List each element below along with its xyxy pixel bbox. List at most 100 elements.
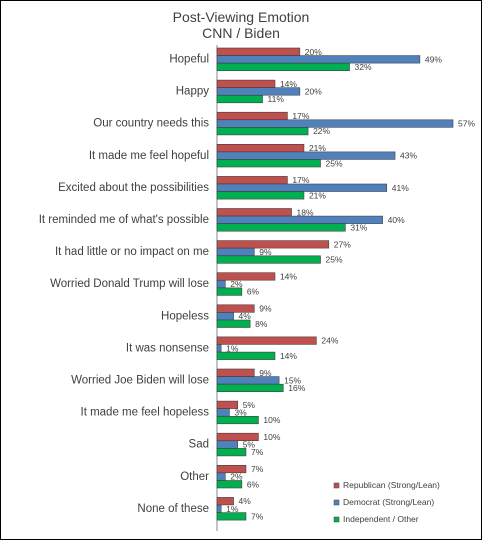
data-label: 2% (230, 472, 243, 482)
chart-title: Post-Viewing Emotion (173, 9, 310, 25)
bar (216, 408, 230, 417)
bar (216, 319, 251, 328)
data-label: 7% (251, 447, 264, 457)
bar (216, 62, 350, 72)
data-label: 4% (239, 496, 252, 506)
data-label: 25% (326, 158, 343, 168)
data-label: 10% (263, 415, 280, 425)
data-label: 14% (280, 79, 297, 89)
data-label: 27% (334, 239, 351, 249)
data-label: 6% (247, 287, 260, 297)
data-label: 21% (309, 190, 326, 200)
legend-swatch (333, 516, 340, 523)
category-label: It had little or no impact on me (55, 246, 209, 258)
category-label: Our country needs this (93, 118, 209, 130)
bar (216, 119, 454, 128)
data-label: 17% (292, 111, 309, 121)
data-label: 9% (259, 247, 272, 257)
data-label: 43% (400, 151, 417, 161)
bars-group: Hopeful 20% 49% 32% Happy 14% 20% 11% Our countr… (39, 47, 476, 522)
bar (216, 376, 280, 385)
bar (216, 312, 234, 321)
bar (216, 279, 226, 289)
bar (216, 223, 346, 232)
bar (216, 247, 255, 256)
data-label: 14% (280, 351, 297, 361)
data-label: 49% (425, 54, 442, 64)
data-label: 20% (305, 87, 322, 97)
data-label: 21% (309, 143, 326, 153)
bar (216, 497, 234, 506)
category-label: Happy (176, 86, 209, 98)
data-label: 5% (243, 400, 256, 410)
bar (216, 111, 288, 120)
bar (216, 151, 396, 160)
data-label: 24% (321, 336, 338, 346)
data-label: 3% (234, 408, 247, 418)
legend-entry: Democrat (Strong/Lean) (343, 497, 434, 507)
legend-entry: Independent / Other (343, 514, 419, 524)
bar (216, 127, 309, 136)
bar (216, 344, 222, 353)
category-label: It made me feel hopeful (89, 150, 209, 162)
data-label: 5% (243, 440, 256, 450)
category-label: None of these (137, 503, 209, 515)
category-label: Hopeful (169, 54, 209, 66)
category-label: It made me feel hopeless (81, 407, 210, 419)
bar (216, 208, 292, 217)
chart-subtitle: CNN / Biden (202, 25, 280, 41)
bar (216, 191, 305, 200)
data-label: 1% (226, 504, 239, 514)
data-label: 41% (392, 183, 409, 193)
data-label: 8% (255, 319, 268, 329)
legend-swatch (333, 482, 340, 489)
data-label: 25% (326, 255, 343, 265)
bar (216, 183, 388, 192)
bar (216, 504, 222, 513)
bar (216, 448, 247, 457)
data-label: 11% (268, 94, 285, 104)
data-label: 32% (354, 62, 371, 72)
data-label: 40% (388, 215, 405, 225)
bar (216, 440, 239, 449)
bar (216, 368, 255, 377)
data-label: 9% (259, 368, 272, 378)
data-label: 20% (305, 47, 322, 57)
bar (216, 272, 276, 281)
category-label: It was nonsense (126, 342, 209, 354)
bar (216, 383, 284, 393)
bar (216, 79, 276, 88)
data-label: 14% (280, 272, 297, 282)
bar (216, 87, 301, 96)
bar (216, 464, 247, 474)
bar (216, 512, 247, 521)
category-label: Other (180, 471, 209, 483)
data-label: 57% (458, 119, 475, 129)
data-label: 10% (263, 432, 280, 442)
category-label: Sad (189, 439, 209, 451)
bar (216, 304, 255, 313)
bar (216, 336, 317, 345)
legend-entry: Republican (Strong/Lean) (343, 480, 440, 490)
bar (216, 176, 288, 185)
category-label: Hopeless (161, 310, 209, 322)
data-label: 7% (251, 511, 264, 521)
data-label: 31% (350, 223, 367, 233)
data-label: 1% (226, 343, 239, 353)
data-label: 4% (239, 311, 252, 321)
data-label: 2% (230, 279, 243, 289)
category-label: Excited about the possibilities (58, 182, 209, 194)
bar (216, 255, 321, 264)
bar (216, 240, 330, 249)
data-label: 9% (259, 304, 272, 314)
bar (216, 287, 243, 296)
bar (216, 472, 226, 481)
bar (216, 415, 259, 425)
bar (216, 95, 263, 104)
bar (216, 480, 243, 489)
category-label: Worried Joe Biden will lose (71, 375, 209, 387)
legend-swatch (333, 499, 340, 506)
data-label: 6% (247, 479, 260, 489)
